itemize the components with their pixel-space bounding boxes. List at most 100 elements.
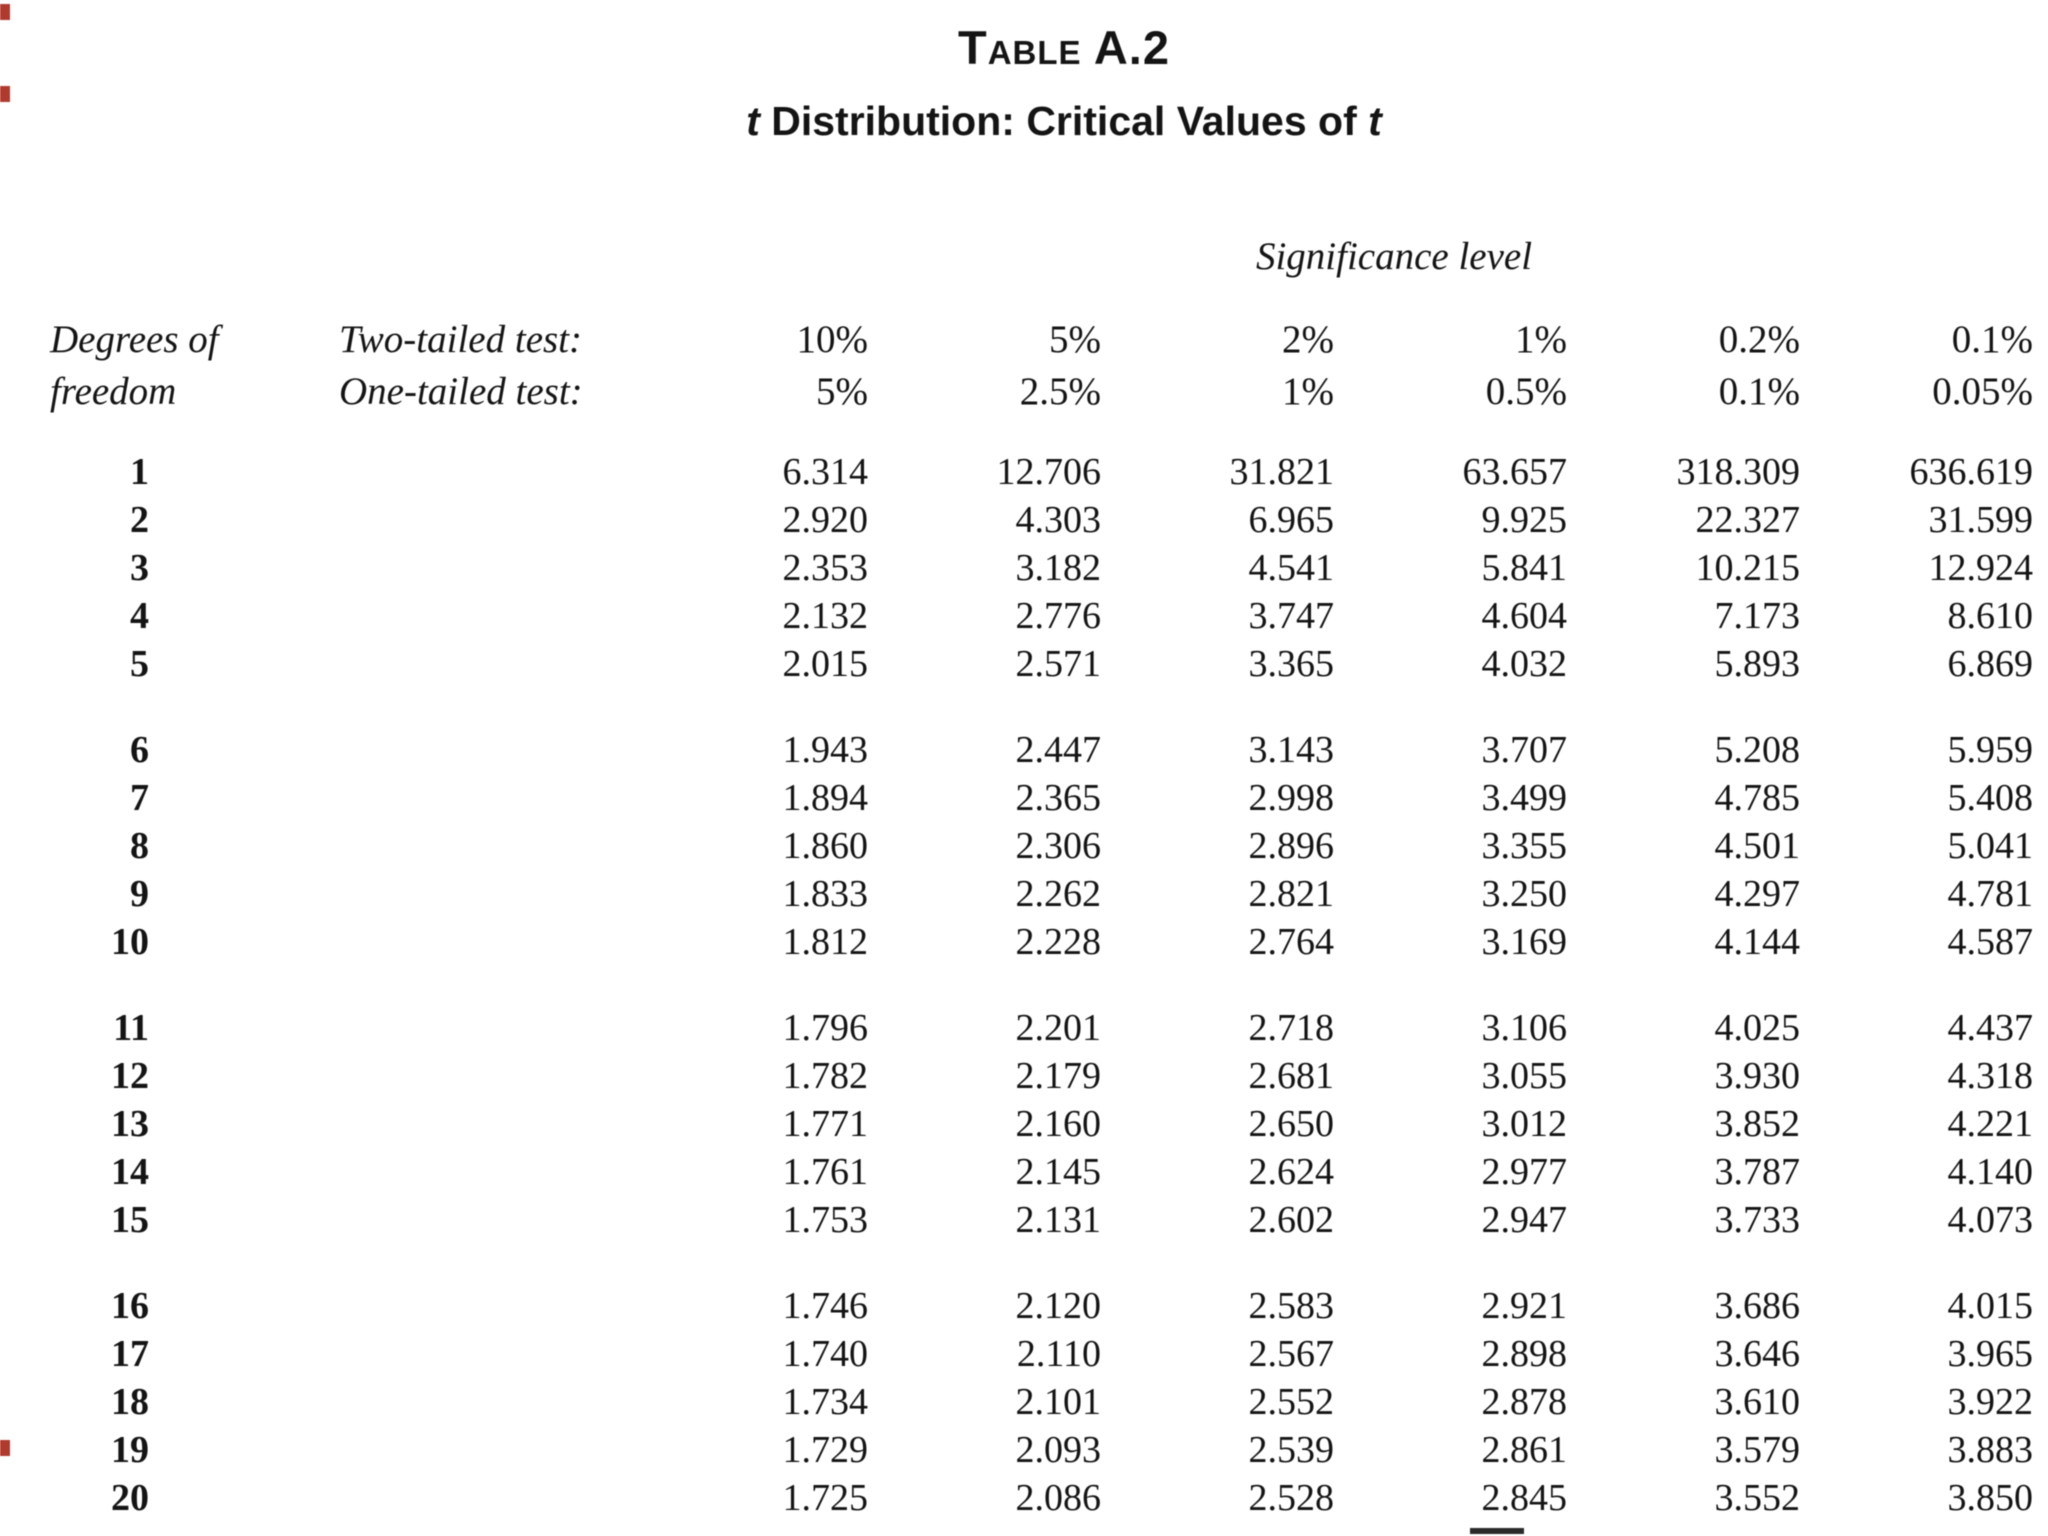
two-tailed-level: 0.1% — [1951, 318, 2033, 361]
dof-header-line1: Degrees of — [50, 318, 219, 361]
critical-value-cell: 22.327 — [1695, 499, 1801, 541]
spacer-cell — [155, 448, 635, 496]
critical-value-cell: 2.015 — [782, 643, 869, 685]
critical-value-cell: 2.977 — [1481, 1151, 1568, 1193]
critical-value-cell: 3.747 — [1248, 595, 1335, 637]
table-row: 17 1.740 2.110 2.567 2.898 3.646 3.965 — [0, 1330, 2033, 1378]
spacer-cell — [155, 1148, 635, 1196]
critical-value-cell: 3.686 — [1714, 1285, 1801, 1327]
critical-value-cell: 1.894 — [782, 777, 869, 819]
spacer-cell — [155, 774, 635, 822]
page-title: Table A.2 — [958, 21, 1170, 74]
one-tailed-test-label: One-tailed test: — [339, 370, 583, 413]
table-row: 4 2.132 2.776 3.747 4.604 7.173 8.610 — [0, 592, 2033, 640]
critical-value-cell: 2.306 — [1015, 825, 1102, 867]
critical-value-cell: 4.015 — [1947, 1285, 2034, 1327]
df-cell: 8 — [130, 825, 149, 867]
critical-value-cell: 3.965 — [1947, 1333, 2034, 1375]
critical-value-cell: 1.725 — [782, 1477, 869, 1519]
critical-value-cell: 5.041 — [1947, 825, 2034, 867]
critical-value-cell: 4.604 — [1481, 595, 1568, 637]
critical-value-cell: 2.567 — [1248, 1333, 1335, 1375]
scan-edge-artifact — [0, 4, 10, 20]
critical-value-cell: 4.297 — [1714, 873, 1801, 915]
critical-value-cell: 1.746 — [782, 1285, 869, 1327]
two-tailed-level: 1% — [1515, 318, 1567, 361]
critical-value-cell: 2.365 — [1015, 777, 1102, 819]
table-row: 3 2.353 3.182 4.541 5.841 10.215 12.924 — [0, 544, 2033, 592]
one-tailed-level: 0.05% — [1932, 370, 2033, 413]
critical-value-cell: 4.144 — [1714, 921, 1801, 963]
critical-value-cell: 2.552 — [1248, 1381, 1335, 1423]
df-cell: 5 — [130, 643, 149, 685]
critical-value-cell: 4.318 — [1947, 1055, 2034, 1097]
critical-value-cell: 1.753 — [782, 1199, 869, 1241]
critical-value-cell: 3.355 — [1481, 825, 1568, 867]
critical-value-cell: 4.140 — [1947, 1151, 2034, 1193]
critical-value-cell: 3.143 — [1248, 729, 1335, 771]
critical-value-cell: 31.599 — [1928, 499, 2034, 541]
critical-value-cell: 2.093 — [1015, 1429, 1102, 1471]
critical-value-cell: 1.782 — [782, 1055, 869, 1097]
critical-value-cell: 4.025 — [1714, 1007, 1801, 1049]
critical-value-cell: 4.073 — [1947, 1199, 2034, 1241]
critical-value-cell: 1.734 — [782, 1381, 869, 1423]
critical-value-cell: 2.861 — [1481, 1429, 1568, 1471]
critical-value-cell: 2.201 — [1015, 1007, 1102, 1049]
critical-value-cell: 2.650 — [1248, 1103, 1335, 1145]
critical-value-cell: 6.965 — [1248, 499, 1335, 541]
critical-value-cell: 5.408 — [1947, 777, 2034, 819]
critical-value-cell: 2.898 — [1481, 1333, 1568, 1375]
df-cell: 15 — [111, 1199, 149, 1241]
header-row-two-tailed: Degrees of Two-tailed test: 10% 5% 2% 1% 0.2… — [0, 316, 2033, 364]
table-row: 9 1.833 2.262 2.821 3.250 4.297 4.781 — [0, 870, 2033, 918]
critical-value-cell: 1.812 — [782, 921, 869, 963]
table-body: 1 6.314 12.706 31.821 63.657 318.309 636.619 2 2… — [0, 448, 2033, 1522]
spacer-cell — [155, 918, 635, 966]
df-cell: 20 — [111, 1477, 149, 1519]
critical-value-cell: 31.821 — [1229, 451, 1335, 493]
critical-value-cell: 4.785 — [1714, 777, 1801, 819]
critical-value-cell: 2.718 — [1248, 1007, 1335, 1049]
two-tailed-level: 10% — [796, 318, 869, 361]
two-tailed-test-label: Two-tailed test: — [339, 318, 583, 361]
critical-value-cell: 1.771 — [782, 1103, 869, 1145]
critical-value-cell: 2.776 — [1015, 595, 1102, 637]
critical-value-cell: 3.182 — [1015, 547, 1102, 589]
critical-value-cell: 1.740 — [782, 1333, 869, 1375]
df-cell: 10 — [111, 921, 149, 963]
critical-value-cell: 2.160 — [1015, 1103, 1102, 1145]
critical-value-cell: 7.173 — [1714, 595, 1801, 637]
critical-value-cell: 2.764 — [1248, 921, 1335, 963]
critical-value-cell: 2.539 — [1248, 1429, 1335, 1471]
critical-value-cell: 3.365 — [1248, 643, 1335, 685]
critical-value-cell: 6.869 — [1947, 643, 2034, 685]
spacer-cell — [155, 496, 635, 544]
critical-value-cell: 5.893 — [1714, 643, 1801, 685]
scan-edge-artifact — [0, 1440, 10, 1456]
critical-value-cell: 2.845 — [1481, 1477, 1568, 1519]
critical-value-cell: 2.821 — [1248, 873, 1335, 915]
critical-value-cell: 5.959 — [1947, 729, 2034, 771]
critical-value-cell: 2.583 — [1248, 1285, 1335, 1327]
table-row: 20 1.725 2.086 2.528 2.845 3.552 3.850 — [0, 1474, 2033, 1522]
critical-value-cell: 2.998 — [1248, 777, 1335, 819]
critical-value-cell: 2.528 — [1248, 1477, 1335, 1519]
critical-value-cell: 2.447 — [1015, 729, 1102, 771]
scan-edge-artifact — [0, 86, 10, 102]
df-cell: 2 — [130, 499, 149, 541]
critical-value-cell: 2.120 — [1015, 1285, 1102, 1327]
critical-value-cell: 3.733 — [1714, 1199, 1801, 1241]
critical-value-cell: 3.707 — [1481, 729, 1568, 771]
df-cell: 3 — [130, 547, 149, 589]
critical-value-cell: 9.925 — [1481, 499, 1568, 541]
critical-value-cell: 2.086 — [1015, 1477, 1102, 1519]
subtitle-t-trailing: t — [1368, 98, 1382, 144]
table-row: 6 1.943 2.447 3.143 3.707 5.208 5.959 — [0, 726, 2033, 774]
critical-value-cell: 6.314 — [782, 451, 869, 493]
one-tailed-level: 1% — [1282, 370, 1334, 413]
critical-value-cell: 3.055 — [1481, 1055, 1568, 1097]
spacer-cell — [155, 870, 635, 918]
df-cell: 1 — [130, 451, 149, 493]
critical-value-cell: 1.943 — [782, 729, 869, 771]
